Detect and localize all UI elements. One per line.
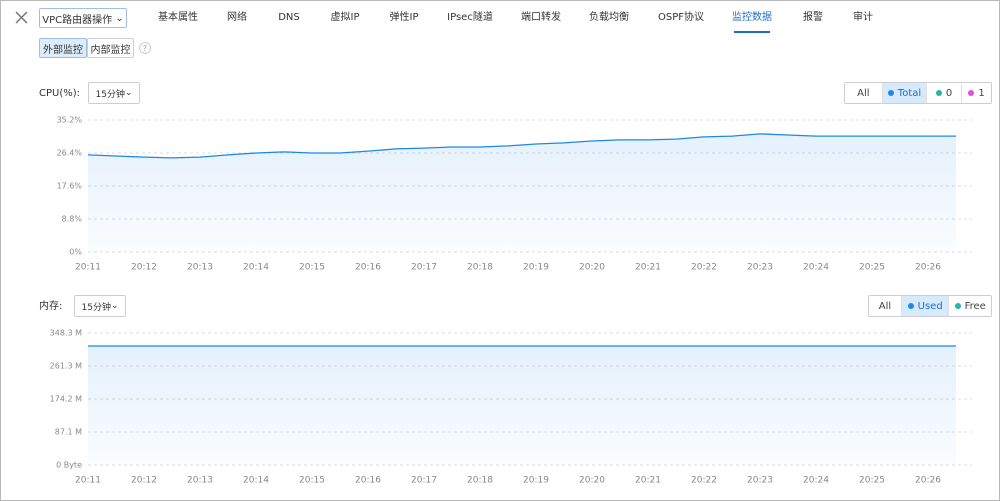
range-select[interactable]: 15分钟 ⌄ [88, 82, 140, 104]
x-tick-label: 20:15 [299, 263, 325, 273]
y-tick-label: 26.4% [57, 149, 83, 158]
legend-item[interactable]: 1 [961, 83, 991, 103]
x-tick-label: 20:26 [915, 263, 941, 273]
y-tick-label: 261.3 M [50, 361, 82, 370]
x-tick-label: 20:13 [187, 263, 213, 273]
y-tick-label: 8.8% [62, 215, 83, 224]
action-menu[interactable]: VPC路由器操作 ⌄ [39, 8, 127, 28]
chart-label: 内存: [39, 299, 62, 312]
subtab[interactable]: 内部监控 [87, 38, 134, 58]
tab[interactable]: 报警 [803, 10, 823, 23]
tab[interactable]: 负载均衡 [589, 10, 629, 23]
y-tick-label: 174.2 M [50, 394, 82, 403]
y-tick-label: 35.2% [57, 116, 83, 125]
x-tick-label: 20:16 [355, 476, 381, 486]
close-icon[interactable] [15, 11, 28, 24]
x-tick-label: 20:13 [187, 476, 213, 486]
x-tick-label: 20:26 [915, 476, 941, 486]
legend-label: 1 [978, 87, 985, 99]
area [88, 345, 956, 465]
x-tick-label: 20:24 [803, 476, 829, 486]
legend-label: Free [964, 300, 986, 312]
x-tick-label: 20:11 [75, 263, 101, 273]
legend-label: All [878, 300, 892, 312]
legend-label: All [857, 87, 870, 99]
legend-item[interactable]: Free [948, 296, 991, 316]
x-tick-label: 20:19 [523, 263, 549, 273]
tab[interactable]: DNS [278, 12, 300, 23]
x-tick-label: 20:18 [467, 476, 493, 486]
x-tick-label: 20:22 [691, 476, 717, 486]
x-tick-label: 20:21 [635, 476, 661, 486]
range-select[interactable]: 15分钟 ⌄ [74, 295, 126, 317]
tab-underline [734, 31, 770, 33]
x-tick-label: 20:23 [747, 476, 773, 486]
tab[interactable]: 网络 [227, 10, 247, 23]
legend-item[interactable]: Used [900, 296, 949, 316]
tab[interactable]: 审计 [853, 10, 873, 23]
legend-dot [935, 90, 942, 96]
range-select-label: 15分钟 [95, 89, 125, 100]
y-tick-label: 0% [69, 248, 82, 257]
legend-label: Total [897, 87, 922, 99]
x-tick-label: 20:17 [411, 263, 437, 273]
x-tick-label: 20:23 [747, 263, 773, 273]
tab[interactable]: 基本属性 [158, 10, 198, 23]
legend-dot [907, 303, 914, 309]
x-tick-label: 20:22 [691, 263, 717, 273]
line [87, 133, 956, 159]
x-tick-label: 20:14 [243, 263, 269, 273]
y-tick-label: 87.1 M [55, 427, 82, 436]
x-tick-label: 20:14 [243, 476, 269, 486]
legend-item[interactable]: 0 [926, 83, 961, 103]
x-tick-label: 20:12 [131, 263, 157, 273]
chart-label: CPU(%): [39, 88, 80, 99]
tab[interactable]: OSPF协议 [658, 10, 704, 23]
x-tick-label: 20:18 [467, 263, 493, 273]
legend-label: Used [917, 300, 943, 312]
x-tick-label: 20:21 [635, 263, 661, 273]
legend: All Used Free [868, 295, 992, 317]
legend-dot [887, 90, 894, 96]
range-select-label: 15分钟 [81, 302, 111, 313]
legend: All Total 0 1 [844, 82, 992, 104]
legend-item[interactable]: All [869, 296, 901, 316]
x-tick-label: 20:11 [75, 476, 101, 486]
subtab-label: 内部监控 [90, 44, 131, 56]
x-tick-label: 20:16 [355, 263, 381, 273]
subtab-label: 外部监控 [43, 44, 83, 56]
tab[interactable]: 监控数据 [732, 10, 772, 23]
tab[interactable]: 端口转发 [521, 10, 561, 23]
x-tick-label: 20:17 [411, 476, 437, 486]
x-tick-label: 20:12 [131, 476, 157, 486]
tab[interactable]: IPsec隧道 [447, 10, 493, 23]
x-tick-label: 20:19 [523, 476, 549, 486]
legend-label: 0 [945, 87, 953, 99]
tab[interactable]: 虚拟IP [331, 10, 360, 23]
y-tick-label: 17.6% [57, 182, 83, 191]
legend-dot [968, 90, 975, 96]
x-tick-label: 20:20 [579, 263, 605, 273]
x-tick-label: 20:20 [579, 476, 605, 486]
action-menu-label: VPC路由器操作 [42, 14, 113, 26]
help-label: ? [142, 43, 148, 53]
subtab[interactable]: 外部监控 [39, 38, 87, 58]
x-tick-label: 20:25 [859, 263, 885, 273]
legend-dot [954, 303, 961, 309]
x-tick-label: 20:15 [299, 476, 325, 486]
y-tick-label: 0 Byte [56, 461, 82, 470]
legend-item[interactable]: All [845, 83, 882, 103]
legend-item[interactable]: Total [881, 83, 927, 103]
help-icon[interactable]: ? [139, 42, 151, 54]
area [88, 133, 956, 252]
x-tick-label: 20:25 [859, 476, 885, 486]
x-tick-label: 20:24 [803, 263, 829, 273]
y-tick-label: 348.3 M [50, 329, 82, 338]
tab[interactable]: 弹性IP [390, 10, 419, 23]
